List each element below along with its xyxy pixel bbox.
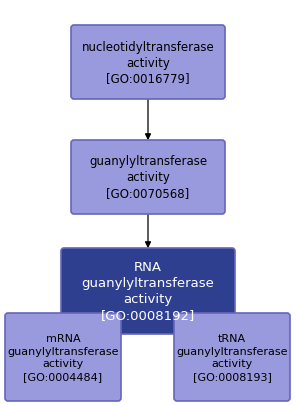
Text: tRNA
guanylyltransferase
activity
[GO:0008193]: tRNA guanylyltransferase activity [GO:00…: [176, 334, 288, 381]
FancyBboxPatch shape: [71, 141, 225, 215]
Text: nucleotidyltransferase
activity
[GO:0016779]: nucleotidyltransferase activity [GO:0016…: [82, 40, 214, 85]
Text: RNA
guanylyltransferase
activity
[GO:0008192]: RNA guanylyltransferase activity [GO:000…: [82, 261, 214, 322]
Text: guanylyltransferase
activity
[GO:0070568]: guanylyltransferase activity [GO:0070568…: [89, 155, 207, 200]
FancyBboxPatch shape: [71, 26, 225, 100]
FancyBboxPatch shape: [61, 248, 235, 334]
Text: mRNA
guanylyltransferase
activity
[GO:0004484]: mRNA guanylyltransferase activity [GO:00…: [7, 334, 119, 381]
FancyBboxPatch shape: [5, 313, 121, 401]
FancyBboxPatch shape: [174, 313, 290, 401]
